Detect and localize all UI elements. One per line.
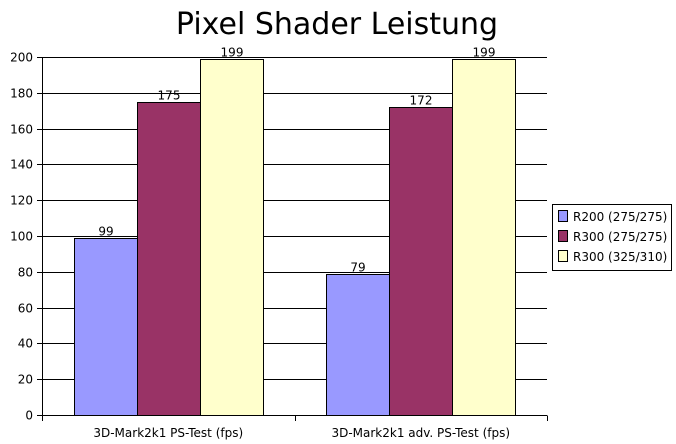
data-label: 199	[221, 46, 244, 60]
y-tick-label: 0	[25, 409, 33, 423]
y-tick-label: 200	[10, 51, 33, 65]
legend-swatch	[558, 230, 568, 242]
bar	[137, 102, 201, 416]
bars: 99 175 199 79 172 199	[74, 46, 516, 416]
y-tick-label: 180	[10, 87, 33, 101]
bar	[200, 59, 264, 416]
y-tick-label: 20	[18, 373, 33, 387]
y-tick-label: 60	[18, 302, 33, 316]
y-tick-label: 80	[18, 266, 33, 280]
data-label: 175	[158, 89, 181, 103]
legend-label: R300 (325/310)	[573, 250, 667, 264]
data-label: 79	[350, 261, 365, 275]
axes: 0 20 40 60 80 100 120 140 160 180 200 3D-Mark2k1 PS…	[10, 51, 548, 440]
data-label: 172	[410, 94, 433, 108]
legend-label: R300 (275/275)	[573, 230, 667, 244]
x-tick-label: 3D-Mark2k1 PS-Test (fps)	[93, 426, 243, 440]
y-tick-label: 120	[10, 194, 33, 208]
legend-swatch	[558, 210, 568, 222]
chart-title: Pixel Shader Leistung	[176, 7, 498, 42]
y-tick-label: 40	[18, 337, 33, 351]
x-tick-label: 3D-Mark2k1 adv. PS-Test (fps)	[331, 426, 510, 440]
data-label: 199	[473, 46, 496, 60]
legend-label: R200 (275/275)	[573, 210, 667, 224]
y-tick-label: 100	[10, 230, 33, 244]
bar	[74, 238, 138, 416]
bar	[326, 274, 390, 416]
legend: R200 (275/275) R300 (275/275) R300 (325/31…	[552, 204, 672, 271]
bar	[389, 107, 453, 416]
data-label: 99	[98, 225, 113, 239]
legend-swatch	[558, 250, 568, 262]
bar	[452, 59, 516, 416]
y-tick-label: 160	[10, 123, 33, 137]
y-tick-label: 140	[10, 158, 33, 172]
legend-box	[552, 204, 672, 271]
